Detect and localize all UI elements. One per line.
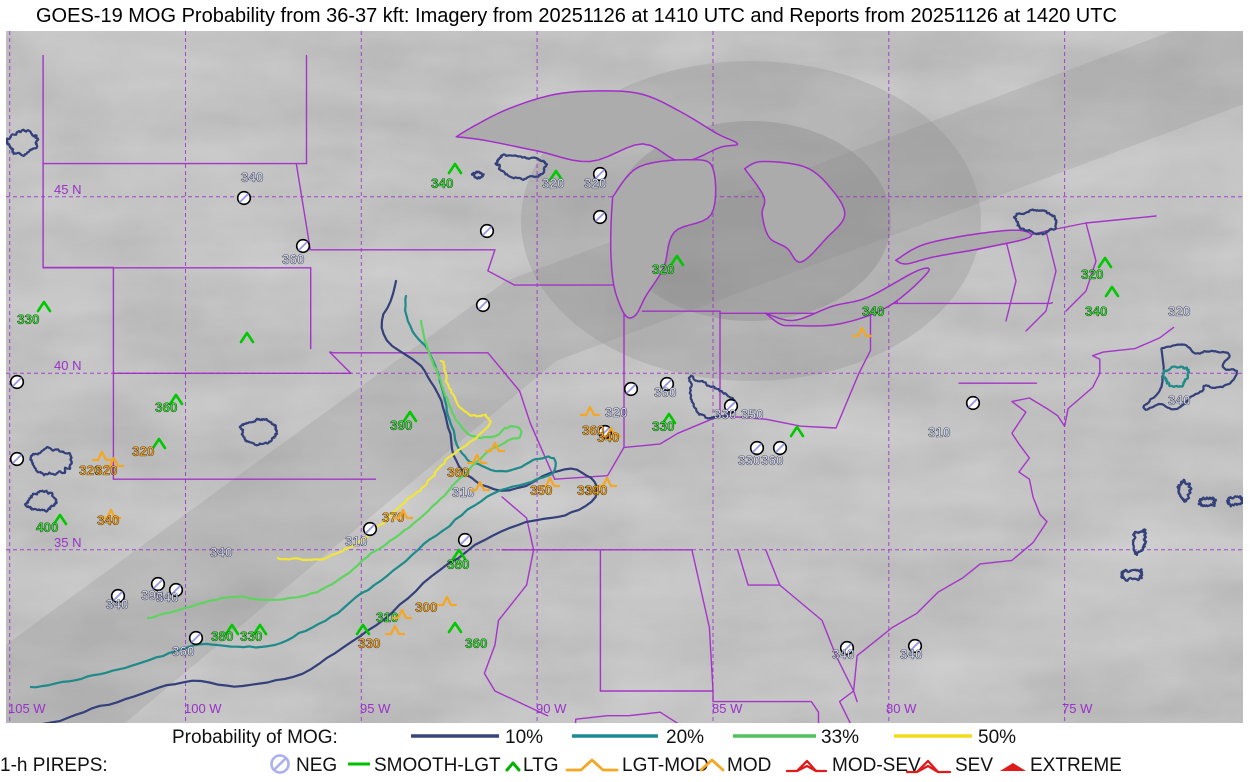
- svg-text:95 W: 95 W: [360, 701, 391, 716]
- svg-text:360: 360: [172, 644, 195, 659]
- svg-text:340: 340: [241, 170, 264, 185]
- svg-text:90 W: 90 W: [536, 701, 567, 716]
- svg-text:360: 360: [447, 465, 470, 480]
- svg-text:340: 340: [832, 647, 855, 662]
- svg-text:40 N: 40 N: [54, 358, 81, 373]
- svg-text:EXTREME: EXTREME: [1030, 755, 1122, 776]
- svg-text:340: 340: [431, 176, 454, 191]
- svg-text:SEV: SEV: [955, 755, 993, 776]
- svg-text:340: 340: [862, 304, 885, 319]
- svg-text:330: 330: [738, 453, 761, 468]
- svg-text:360: 360: [155, 400, 178, 415]
- svg-text:360: 360: [282, 252, 305, 267]
- svg-text:45 N: 45 N: [54, 182, 81, 197]
- svg-text:Probability of MOG:: Probability of MOG:: [172, 727, 338, 748]
- svg-text:330: 330: [714, 407, 737, 422]
- svg-text:350: 350: [530, 483, 553, 498]
- svg-text:320: 320: [584, 176, 607, 191]
- svg-text:33%: 33%: [821, 727, 859, 748]
- svg-text:320: 320: [132, 444, 155, 459]
- svg-text:340: 340: [585, 483, 608, 498]
- svg-text:390: 390: [390, 418, 413, 433]
- svg-text:330: 330: [240, 629, 263, 644]
- svg-text:310: 310: [928, 425, 951, 440]
- svg-text:340: 340: [1168, 393, 1191, 408]
- svg-text:340: 340: [1085, 304, 1108, 319]
- svg-text:320: 320: [605, 405, 628, 420]
- svg-text:380: 380: [211, 629, 234, 644]
- svg-text:320: 320: [95, 463, 118, 478]
- svg-text:380: 380: [447, 557, 470, 572]
- svg-text:340: 340: [97, 513, 120, 528]
- svg-text:340: 340: [597, 430, 620, 445]
- svg-text:310: 310: [345, 534, 368, 549]
- svg-text:10%: 10%: [505, 727, 543, 748]
- svg-text:340: 340: [156, 590, 179, 605]
- svg-text:340: 340: [900, 647, 923, 662]
- svg-text:NEG: NEG: [296, 755, 337, 776]
- svg-text:LGT-MOD: LGT-MOD: [622, 755, 709, 776]
- svg-text:50%: 50%: [978, 727, 1016, 748]
- svg-text:320: 320: [542, 176, 565, 191]
- svg-text:320: 320: [652, 262, 675, 277]
- svg-text:360: 360: [761, 453, 784, 468]
- svg-text:1-h PIREPS:: 1-h PIREPS:: [0, 755, 108, 776]
- svg-text:300: 300: [415, 600, 438, 615]
- svg-text:20%: 20%: [666, 727, 704, 748]
- svg-text:320: 320: [1081, 267, 1104, 282]
- svg-text:80 W: 80 W: [886, 701, 917, 716]
- svg-text:100 W: 100 W: [184, 701, 222, 716]
- svg-text:330: 330: [358, 636, 381, 651]
- svg-text:360: 360: [465, 636, 488, 651]
- svg-text:75 W: 75 W: [1062, 701, 1093, 716]
- svg-text:350: 350: [741, 407, 764, 422]
- svg-text:MOD: MOD: [727, 755, 771, 776]
- svg-text:35 N: 35 N: [54, 535, 81, 550]
- svg-text:105 W: 105 W: [8, 701, 46, 716]
- svg-text:340: 340: [210, 545, 233, 560]
- svg-text:330: 330: [17, 312, 40, 327]
- svg-text:85 W: 85 W: [712, 701, 743, 716]
- svg-text:SMOOTH-LGT: SMOOTH-LGT: [374, 755, 501, 776]
- svg-text:360: 360: [654, 385, 677, 400]
- svg-text:340: 340: [106, 597, 129, 612]
- svg-text:LTG: LTG: [523, 755, 559, 776]
- svg-text:330: 330: [652, 419, 675, 434]
- svg-text:310: 310: [452, 485, 475, 500]
- svg-text:320: 320: [1168, 304, 1191, 319]
- svg-text:400: 400: [36, 520, 59, 535]
